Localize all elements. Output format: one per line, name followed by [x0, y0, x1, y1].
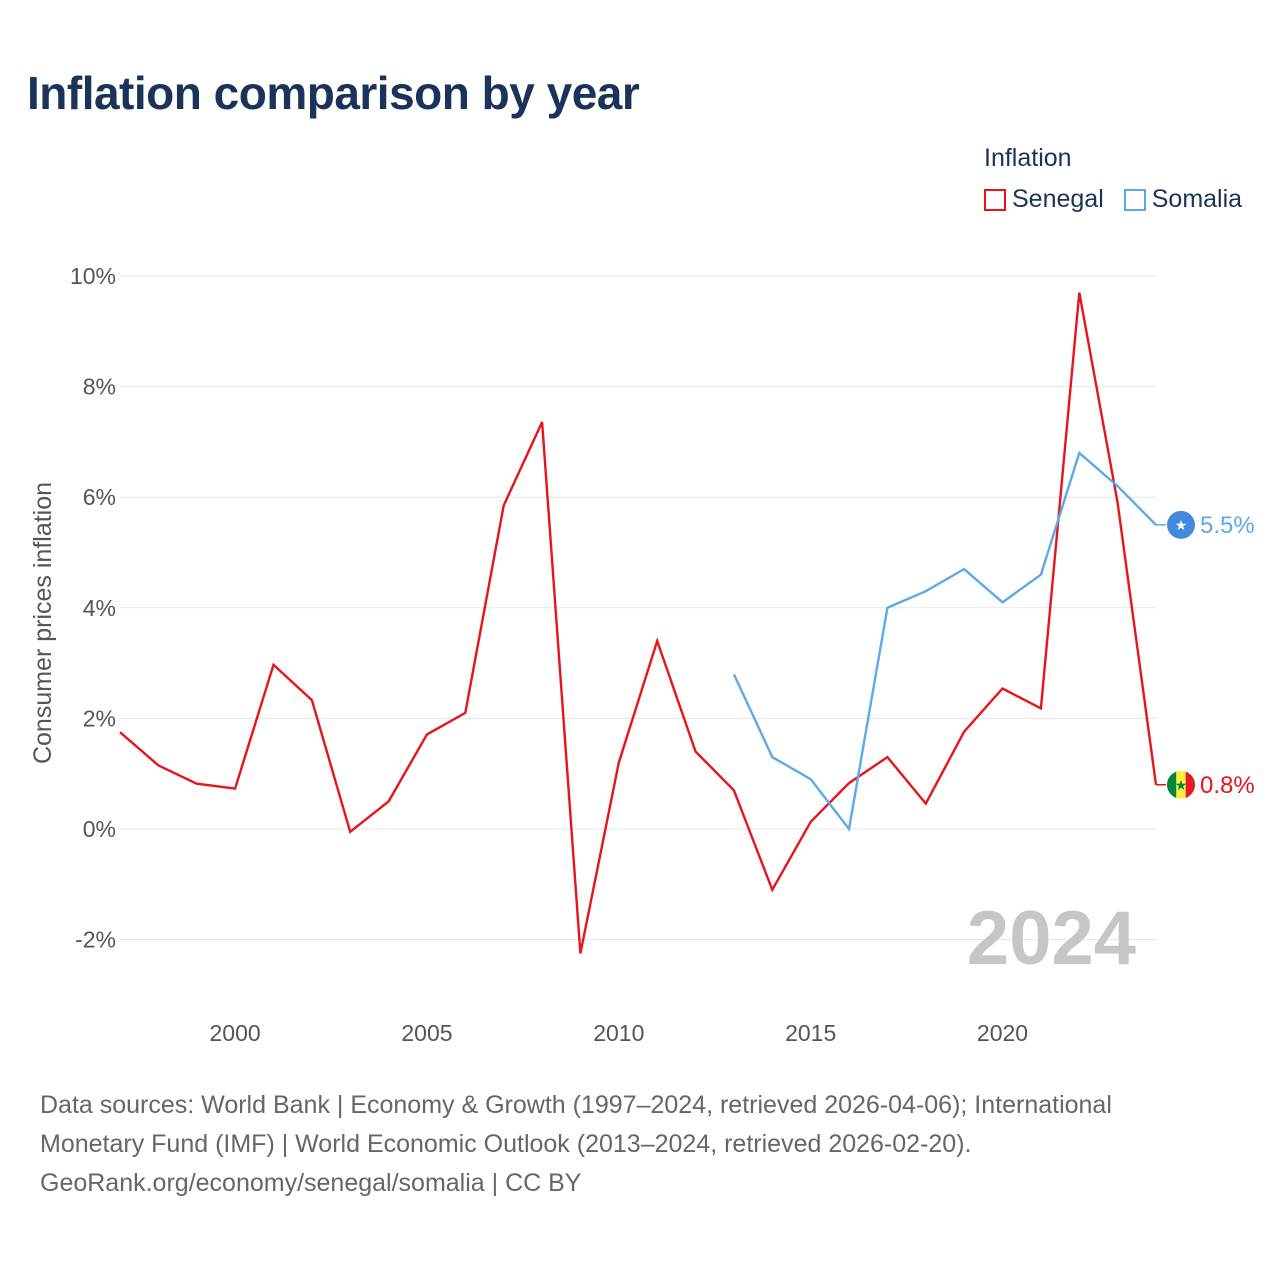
chart-title: Inflation comparison by year — [27, 67, 640, 119]
source-notes: Data sources: World Bank | Economy & Gro… — [40, 1086, 1240, 1203]
data-point-senegal[interactable] — [806, 817, 816, 827]
data-point-senegal[interactable] — [499, 500, 509, 510]
y-tick-label: -2% — [75, 927, 116, 953]
series-line-somalia[interactable] — [732, 450, 1157, 832]
data-point-somalia[interactable] — [767, 752, 777, 762]
data-point-somalia[interactable] — [882, 603, 892, 613]
data-point-senegal[interactable] — [998, 684, 1008, 694]
svg-text:★: ★ — [1175, 777, 1188, 793]
source-line-2: Monetary Fund (IMF) | World Economic Out… — [40, 1130, 972, 1158]
legend-label-somalia: Somalia — [1151, 185, 1243, 213]
senegal-flag-icon: ★ — [1167, 770, 1195, 799]
legend-label-senegal: Senegal — [1012, 185, 1104, 213]
data-point-senegal[interactable] — [192, 779, 202, 789]
data-point-somalia[interactable] — [921, 586, 931, 596]
legend-title: Inflation — [984, 144, 1072, 172]
data-point-senegal[interactable] — [384, 796, 394, 806]
x-tick-label: 2000 — [210, 1020, 261, 1046]
data-point-senegal[interactable] — [460, 708, 470, 718]
end-markers: ★ 0.8% ★ 5.5% — [1156, 510, 1255, 799]
data-point-senegal[interactable] — [652, 636, 662, 646]
data-point-somalia[interactable] — [998, 597, 1008, 607]
y-tick-label: 10% — [70, 263, 116, 289]
data-point-senegal[interactable] — [1113, 498, 1123, 508]
data-point-senegal[interactable] — [729, 785, 739, 795]
source-line-3[interactable]: GeoRank.org/economy/senegal/somalia | CC… — [40, 1169, 582, 1197]
source-line-1: Data sources: World Bank | Economy & Gro… — [40, 1091, 1112, 1119]
data-point-senegal[interactable] — [230, 784, 240, 794]
y-axis-label: Consumer prices inflation — [29, 482, 57, 764]
legend-item-senegal[interactable]: Senegal — [984, 185, 1104, 214]
data-point-senegal[interactable] — [268, 660, 278, 670]
data-point-senegal[interactable] — [921, 799, 931, 809]
data-point-senegal[interactable] — [575, 948, 585, 958]
data-point-senegal[interactable] — [153, 760, 163, 770]
data-point-senegal[interactable] — [614, 758, 624, 768]
data-point-somalia[interactable] — [844, 824, 854, 834]
series-line-senegal[interactable] — [119, 292, 1158, 954]
y-tick-label: 0% — [83, 816, 116, 842]
data-point-somalia[interactable] — [1074, 448, 1084, 458]
data-point-senegal[interactable] — [691, 747, 701, 757]
data-point-somalia[interactable] — [959, 564, 969, 574]
data-point-senegal[interactable] — [767, 885, 777, 895]
x-tick-label: 2005 — [401, 1020, 452, 1046]
end-label-senegal: 0.8% — [1200, 772, 1255, 799]
gridlines — [120, 275, 1156, 941]
y-axis-ticks: 10% 8% 6% 4% 2% 0% -2% — [70, 263, 116, 953]
data-point-somalia[interactable] — [806, 774, 816, 784]
x-tick-label: 2015 — [785, 1020, 836, 1046]
data-point-senegal[interactable] — [115, 727, 125, 737]
series-lines — [115, 288, 1158, 958]
data-point-senegal[interactable] — [844, 778, 854, 788]
data-point-senegal[interactable] — [422, 729, 432, 739]
legend-item-somalia[interactable]: Somalia — [1123, 185, 1243, 214]
data-point-senegal[interactable] — [959, 727, 969, 737]
data-point-somalia[interactable] — [1113, 481, 1123, 491]
data-point-senegal[interactable] — [307, 695, 317, 705]
data-point-somalia[interactable] — [1036, 570, 1046, 580]
x-axis-ticks: 2000 2005 2010 2015 2020 — [210, 1020, 1029, 1046]
legend-swatch-somalia — [1123, 188, 1146, 211]
x-tick-label: 2020 — [977, 1020, 1028, 1046]
somalia-flag-icon: ★ — [1167, 510, 1195, 539]
data-point-senegal[interactable] — [1036, 703, 1046, 713]
y-tick-label: 2% — [83, 705, 116, 731]
legend: Senegal Somalia — [984, 185, 1242, 214]
data-point-somalia[interactable] — [729, 669, 739, 679]
svg-text:★: ★ — [1175, 517, 1188, 533]
data-point-senegal[interactable] — [882, 752, 892, 762]
data-point-senegal[interactable] — [345, 827, 355, 837]
y-tick-label: 8% — [83, 374, 116, 400]
data-point-senegal[interactable] — [537, 417, 547, 427]
data-point-senegal[interactable] — [1074, 288, 1084, 298]
y-tick-label: 6% — [83, 484, 116, 510]
x-tick-label: 2010 — [593, 1020, 644, 1046]
line-chart: 10% 8% 6% 4% 2% 0% -2% 2000 2005 2010 2015 2020 Co… — [29, 263, 1255, 1046]
end-label-somalia: 5.5% — [1200, 512, 1255, 539]
legend-swatch-senegal — [984, 188, 1006, 211]
year-watermark: 2024 — [967, 896, 1136, 981]
y-tick-label: 4% — [83, 595, 116, 621]
